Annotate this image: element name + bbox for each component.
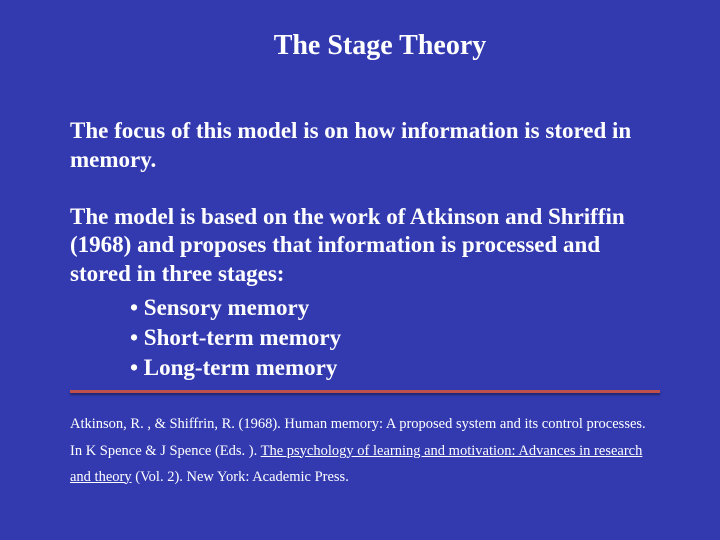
bullet-item-3: • Long-term memory	[130, 353, 660, 383]
paragraph-2-block: The model is based on the work of Atkins…	[70, 203, 660, 383]
paragraph-1: The focus of this model is on how inform…	[70, 117, 660, 175]
divider-line	[70, 390, 660, 393]
citation-part2: (Vol. 2). New York: Academic Press.	[132, 469, 349, 485]
slide: The Stage Theory The focus of this model…	[0, 0, 720, 540]
slide-title: The Stage Theory	[160, 30, 600, 62]
bullet-item-1: • Sensory memory	[130, 293, 660, 323]
paragraph-2: The model is based on the work of Atkins…	[70, 203, 660, 289]
citation: Atkinson, R. , & Shiffrin, R. (1968). Hu…	[70, 411, 660, 489]
bullet-list: • Sensory memory • Short-term memory • L…	[70, 293, 660, 383]
bullet-item-2: • Short-term memory	[130, 323, 660, 353]
